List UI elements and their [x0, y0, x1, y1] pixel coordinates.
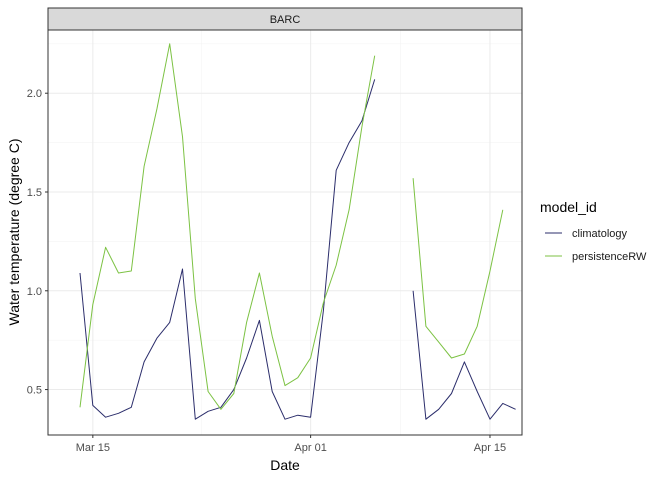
- legend-label-climatology: climatology: [572, 228, 628, 240]
- x-axis-title: Date: [270, 457, 300, 473]
- y-tick-label: 1.5: [27, 187, 42, 199]
- grid-major: [48, 30, 522, 435]
- series-line-climatology: [412, 290, 516, 420]
- x-tick-label: Mar 15: [76, 442, 110, 454]
- y-tick-label: 0.5: [27, 385, 42, 397]
- x-tick-label: Apr 01: [294, 442, 326, 454]
- series-line-persistencerw: [412, 178, 504, 359]
- y-axis: 0.5 1.0 1.5 2.0: [27, 88, 48, 397]
- grid-minor: [48, 30, 522, 435]
- y-tick-label: 1.0: [27, 286, 42, 298]
- legend: model_id climatology persistenceRW: [540, 199, 647, 263]
- x-tick-label: Apr 15: [474, 442, 506, 454]
- y-tick-label: 2.0: [27, 88, 42, 100]
- plot-border: [47, 29, 523, 436]
- y-axis-title: Water temperature (degree C): [6, 139, 22, 326]
- legend-title: model_id: [540, 199, 597, 215]
- facet-label: BARC: [270, 14, 301, 26]
- series-line-climatology: [79, 79, 376, 420]
- series-layer: [79, 43, 516, 420]
- x-axis: Mar 15 Apr 01 Apr 15: [76, 435, 506, 454]
- legend-label-persistencerw: persistenceRW: [572, 251, 647, 263]
- plot-background: [48, 30, 522, 435]
- series-line-persistencerw: [79, 43, 376, 410]
